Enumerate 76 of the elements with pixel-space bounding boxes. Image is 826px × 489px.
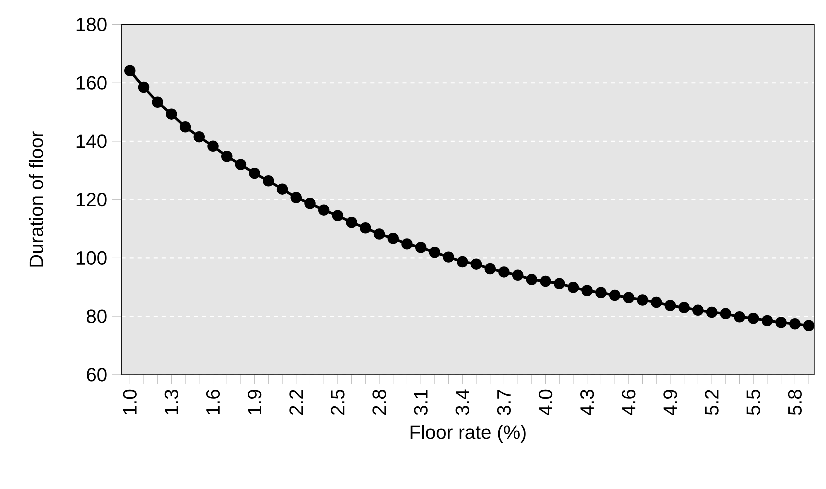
- point: [512, 270, 524, 281]
- point: [402, 238, 413, 250]
- point: [706, 306, 718, 318]
- point: [762, 315, 774, 327]
- point: [748, 312, 760, 324]
- point: [263, 175, 274, 187]
- point: [346, 216, 358, 228]
- y-tick-label: 160: [76, 76, 107, 90]
- point: [221, 150, 233, 162]
- point: [554, 278, 566, 290]
- point: [457, 256, 468, 268]
- point: [138, 82, 150, 94]
- point: [208, 140, 219, 152]
- point: [651, 296, 662, 308]
- y-tick-label: 120: [76, 192, 107, 207]
- point: [360, 222, 372, 234]
- x-tick-label: 2.8: [372, 390, 386, 415]
- x-tick-label: 2.2: [290, 390, 304, 415]
- y-tick-label: 60: [87, 368, 107, 382]
- point: [249, 168, 260, 180]
- point: [304, 198, 316, 210]
- point: [734, 311, 746, 323]
- point: [623, 292, 635, 304]
- point: [429, 246, 441, 258]
- point: [318, 204, 330, 216]
- x-tick-label: 1.9: [248, 390, 262, 414]
- point: [152, 96, 164, 108]
- point: [803, 320, 815, 332]
- point: [443, 252, 454, 263]
- point: [596, 287, 607, 298]
- x-tick-label: 1.6: [206, 390, 220, 414]
- point: [498, 266, 510, 278]
- point: [678, 302, 690, 314]
- point: [276, 184, 288, 195]
- x-tick-label: 3.1: [414, 390, 428, 416]
- point: [166, 108, 178, 120]
- point: [415, 242, 427, 254]
- point: [194, 131, 206, 143]
- point: [776, 317, 787, 328]
- point: [484, 263, 496, 275]
- point: [470, 258, 482, 270]
- point: [790, 318, 801, 330]
- x-tick-label: 4.3: [580, 390, 594, 416]
- x-tick-label: 1.0: [123, 390, 137, 414]
- x-tick-label: 4.0: [538, 390, 553, 416]
- point: [290, 192, 302, 204]
- point: [180, 122, 192, 133]
- x-axis-title: Floor rate (%): [410, 425, 526, 444]
- x-tick-label: 5.2: [705, 390, 719, 416]
- point: [720, 308, 732, 320]
- x-tick-label: 4.9: [664, 390, 678, 416]
- y-tick-label: 100: [76, 251, 107, 265]
- point: [637, 294, 648, 306]
- x-tick-label: 4.6: [622, 390, 636, 416]
- point: [540, 276, 552, 288]
- point: [609, 290, 621, 302]
- x-tick-label: 5.5: [746, 390, 760, 416]
- y-tick-label: 180: [76, 18, 107, 32]
- point: [332, 210, 344, 222]
- point: [124, 65, 136, 76]
- point: [388, 232, 399, 244]
- x-tick-label: 2.5: [331, 390, 345, 415]
- point: [692, 304, 704, 316]
- point: [374, 228, 386, 240]
- y-tick-label: 80: [86, 310, 107, 324]
- x-tick-label: 3.7: [497, 390, 512, 416]
- y-tick-label: 140: [76, 134, 107, 148]
- point: [235, 159, 247, 170]
- point: [664, 300, 676, 312]
- x-tick-label: 5.8: [788, 390, 802, 416]
- point: [582, 285, 593, 296]
- point: [526, 274, 538, 286]
- y-axis-title: Duration of floor: [29, 132, 44, 267]
- x-tick-label: 3.4: [456, 390, 470, 416]
- point: [568, 282, 580, 294]
- x-tick-label: 1.3: [164, 390, 179, 414]
